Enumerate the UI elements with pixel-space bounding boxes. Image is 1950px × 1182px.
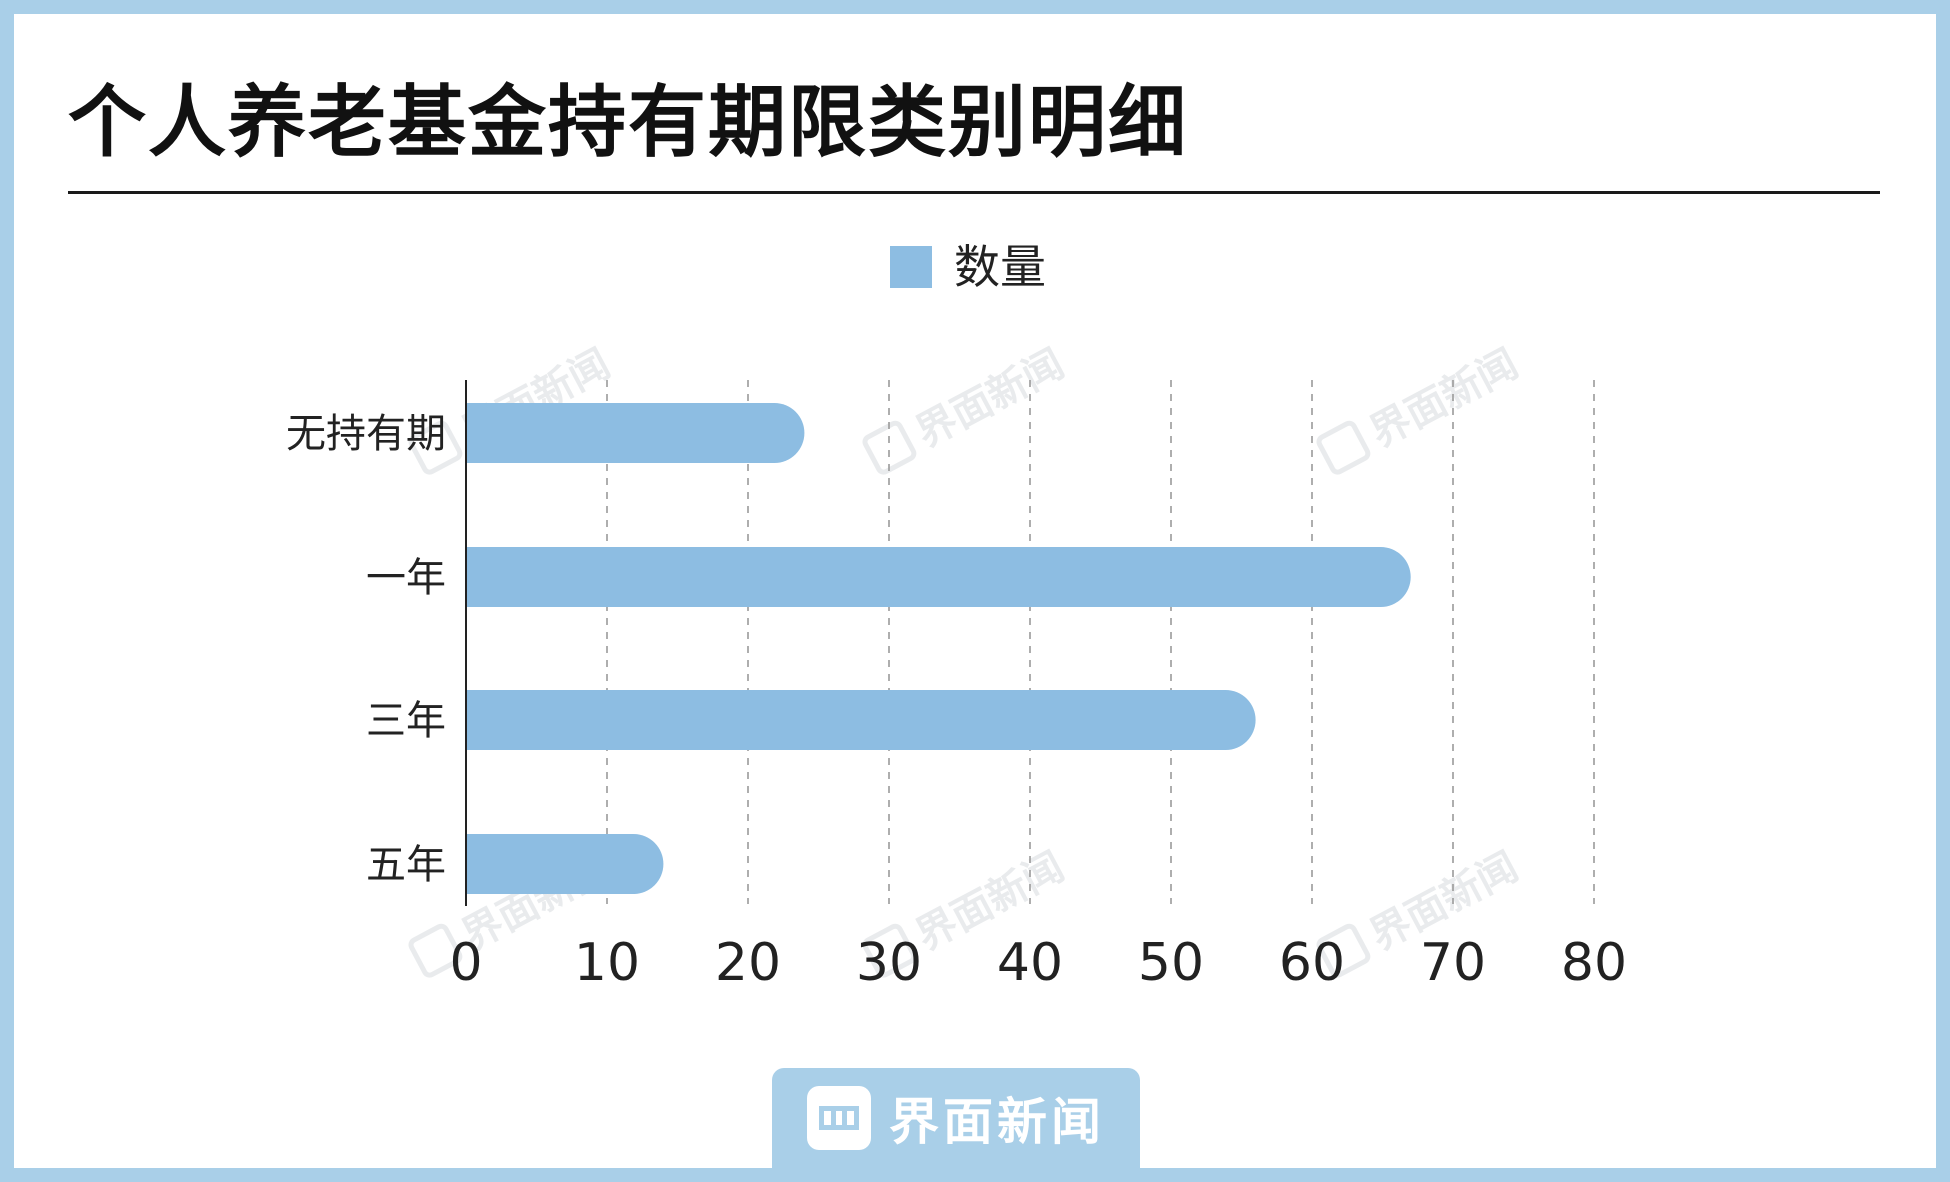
title-divider	[68, 191, 1880, 194]
legend-label: 数量	[954, 240, 1046, 294]
bar	[466, 690, 1256, 750]
x-tick-label: 40	[997, 933, 1063, 993]
chart-card: 个人养老基金持有期限类别明细 数量 界面新闻 界面新闻 界面新闻 界面新闻 界面…	[14, 14, 1936, 1168]
chart-title: 个人养老基金持有期限类别明细	[68, 78, 1189, 168]
jiemian-logo-icon	[807, 1086, 871, 1150]
y-tick-label: 一年	[366, 555, 446, 601]
y-tick-label: 无持有期	[286, 411, 446, 457]
bar	[466, 547, 1411, 607]
x-tick-label: 70	[1420, 933, 1486, 993]
x-tick-label: 10	[574, 933, 640, 993]
legend: 数量	[890, 244, 1046, 290]
bar	[466, 834, 664, 894]
brand-logo-text: 界面新闻	[889, 1093, 1105, 1151]
x-tick-label: 80	[1561, 933, 1627, 993]
x-tick-label: 0	[449, 933, 482, 993]
x-tick-label: 50	[1138, 933, 1204, 993]
x-tick-label: 20	[715, 933, 781, 993]
y-tick-label: 三年	[366, 698, 446, 744]
brand-logo: 界面新闻	[772, 1068, 1140, 1168]
x-tick-label: 60	[1279, 933, 1345, 993]
bar	[466, 403, 805, 463]
legend-swatch	[890, 246, 932, 288]
y-tick-label: 五年	[366, 842, 446, 888]
x-tick-label: 30	[856, 933, 922, 993]
